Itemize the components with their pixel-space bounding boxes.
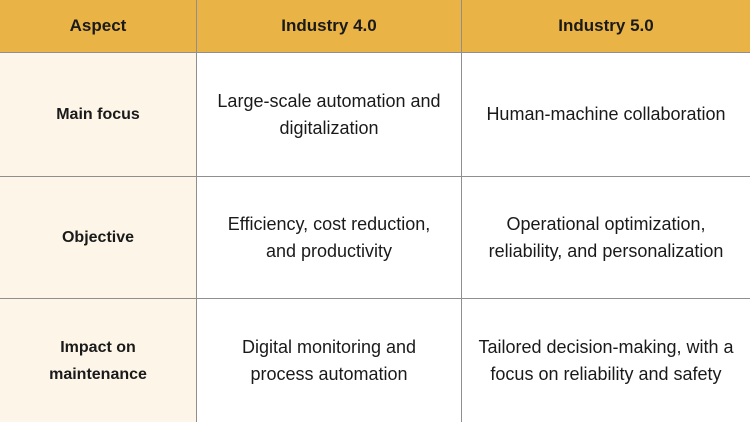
aspect-cell: Objective xyxy=(0,177,197,299)
industry-4-cell: Efficiency, cost reduction, and producti… xyxy=(197,177,462,299)
table-row-impact-on-maintenance: Impact on maintenance Digital monitoring… xyxy=(0,299,750,422)
aspect-cell: Impact on maintenance xyxy=(0,299,197,422)
header-industry-5: Industry 5.0 xyxy=(462,0,750,53)
table-row-main-focus: Main focus Large-scale automation and di… xyxy=(0,53,750,177)
industry-5-cell: Tailored decision-making, with a focus o… xyxy=(462,299,750,422)
industry-5-cell: Operational optimization, reliability, a… xyxy=(462,177,750,299)
header-industry-4: Industry 4.0 xyxy=(197,0,462,53)
table-header-row: Aspect Industry 4.0 Industry 5.0 xyxy=(0,0,750,53)
industry-4-cell: Digital monitoring and process automatio… xyxy=(197,299,462,422)
table-row-objective: Objective Efficiency, cost reduction, an… xyxy=(0,177,750,299)
industry-5-cell: Human-machine collaboration xyxy=(462,53,750,177)
header-aspect: Aspect xyxy=(0,0,197,53)
industry-4-cell: Large-scale automation and digitalizatio… xyxy=(197,53,462,177)
aspect-cell: Main focus xyxy=(0,53,197,177)
